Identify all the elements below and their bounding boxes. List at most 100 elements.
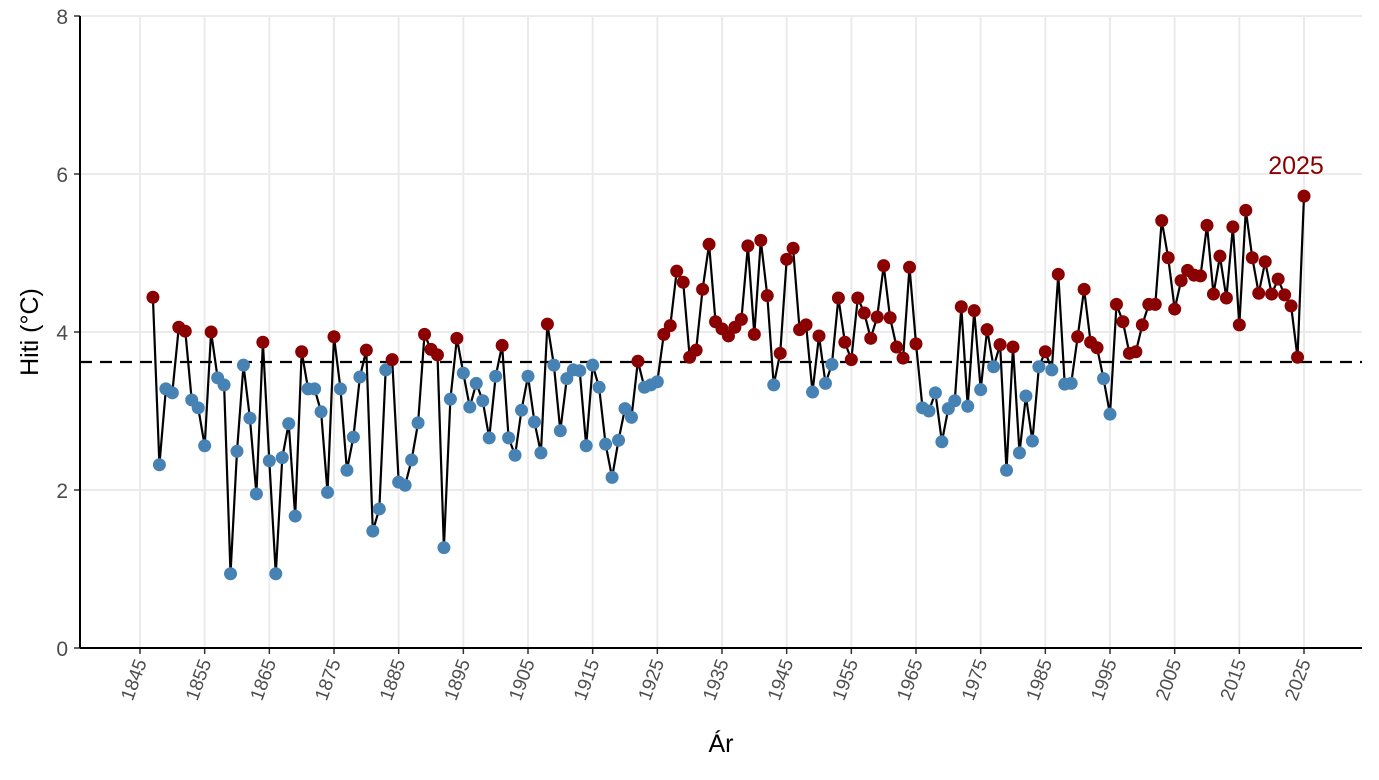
data-point: [612, 433, 626, 447]
data-point: [1213, 249, 1227, 263]
data-point: [624, 410, 638, 424]
data-point: [314, 405, 328, 419]
data-point: [191, 401, 205, 415]
data-point: [1194, 269, 1208, 283]
data-point: [217, 378, 231, 392]
annotation-2025: 2025: [1268, 152, 1324, 180]
data-point: [540, 317, 554, 331]
data-point: [463, 400, 477, 414]
data-point: [1226, 220, 1240, 234]
data-point: [249, 487, 263, 501]
data-point: [1064, 376, 1078, 390]
data-point: [909, 337, 923, 351]
data-point: [1278, 288, 1292, 302]
data-point: [1109, 297, 1123, 311]
data-point: [1097, 372, 1111, 386]
data-point: [1252, 286, 1266, 300]
data-point: [663, 319, 677, 333]
x-tick-label: 1915: [570, 657, 604, 704]
data-point: [1239, 203, 1253, 217]
data-point: [1232, 318, 1246, 332]
x-tick-label: 2025: [1282, 657, 1316, 704]
data-point: [224, 567, 238, 581]
x-axis-label: Ár: [709, 729, 734, 758]
data-point: [857, 306, 871, 320]
data-point: [780, 252, 794, 266]
data-point: [1071, 330, 1085, 344]
data-point: [993, 338, 1007, 352]
x-tick-label: 2015: [1217, 657, 1251, 704]
data-point: [883, 311, 897, 325]
data-point: [838, 335, 852, 349]
data-point: [734, 312, 748, 326]
data-point: [243, 411, 257, 425]
data-point: [411, 416, 425, 430]
data-point: [1090, 341, 1104, 355]
data-point: [198, 439, 212, 453]
data-point: [812, 329, 826, 343]
data-point: [573, 364, 587, 378]
data-point: [1032, 360, 1046, 374]
data-point: [1284, 299, 1298, 313]
data-point: [903, 260, 917, 274]
data-point: [1265, 287, 1279, 301]
data-point: [1161, 251, 1175, 265]
data-point: [405, 453, 419, 467]
y-axis-label: Hiti (°C): [16, 288, 44, 376]
data-point: [967, 304, 981, 318]
data-point: [1258, 255, 1272, 269]
data-point: [1019, 389, 1033, 403]
x-tick-label: 1955: [829, 657, 863, 704]
data-point: [327, 330, 341, 344]
data-point: [230, 444, 244, 458]
data-point: [773, 346, 787, 360]
data-point: [379, 363, 393, 377]
data-point: [818, 376, 832, 390]
data-point: [689, 343, 703, 357]
data-point: [670, 264, 684, 278]
data-point: [469, 376, 483, 390]
data-point: [1245, 251, 1259, 265]
data-point: [146, 290, 160, 304]
data-point: [1174, 274, 1188, 288]
data-point: [741, 239, 755, 253]
data-point: [359, 343, 373, 357]
data-point: [333, 382, 347, 396]
data-point: [676, 275, 690, 289]
data-point: [547, 358, 561, 372]
data-point: [476, 394, 490, 408]
data-point: [605, 470, 619, 484]
data-point: [806, 385, 820, 399]
data-point: [527, 415, 541, 429]
x-tick-label: 1895: [441, 657, 475, 704]
data-point: [851, 291, 865, 305]
data-point: [288, 509, 302, 523]
data-point: [650, 375, 664, 389]
x-tick-label: 1975: [958, 657, 992, 704]
data-point: [1006, 340, 1020, 354]
data-point: [418, 327, 432, 341]
data-point: [1051, 267, 1065, 281]
data-point: [443, 392, 457, 406]
x-tick-label: 1885: [376, 657, 410, 704]
x-tick-label: 1875: [312, 657, 346, 704]
data-point: [767, 378, 781, 392]
data-point: [1271, 272, 1285, 286]
data-point: [1291, 350, 1305, 364]
data-point: [437, 541, 451, 555]
data-point: [385, 353, 399, 367]
data-point: [980, 323, 994, 337]
data-point: [760, 289, 774, 303]
data-point: [1297, 189, 1311, 203]
series: [146, 189, 1311, 581]
data-point: [340, 463, 354, 477]
data-point: [974, 383, 988, 397]
data-point: [482, 431, 496, 445]
y-tick-label: 0: [56, 638, 68, 661]
data-point: [353, 370, 367, 384]
data-point: [1219, 291, 1233, 305]
data-point: [922, 404, 936, 418]
data-point: [1025, 434, 1039, 448]
y-tick-label: 4: [56, 322, 68, 345]
